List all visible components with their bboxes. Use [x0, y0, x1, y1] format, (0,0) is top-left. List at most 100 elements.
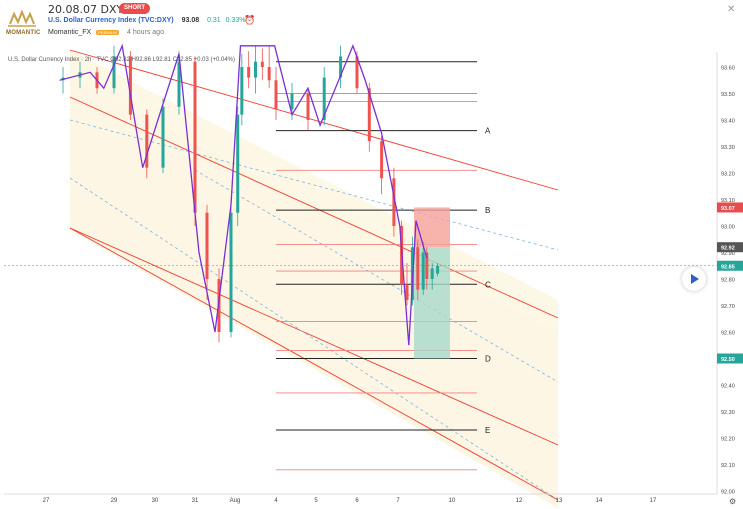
time-ago: 4 hours ago — [126, 29, 164, 36]
price-axis-tick: 92.60 — [721, 331, 735, 337]
channel-line-0 — [69, 49, 559, 191]
time-axis-tick: 29 — [111, 498, 118, 504]
candle-body — [290, 93, 294, 110]
symbol-link[interactable]: U.S. Dollar Currency Index (TVC:DXY) — [48, 17, 174, 24]
author-line: Momantic_FX PREMIUM 4 hours ago — [48, 29, 164, 36]
fib-level-label: A — [485, 127, 491, 136]
time-axis-tick: 13 — [556, 498, 563, 504]
candle-body — [367, 88, 371, 142]
candle-body — [430, 268, 434, 279]
channel-line-lower — [69, 227, 559, 501]
candle-body — [205, 212, 209, 279]
time-axis-tick: 5 — [314, 498, 318, 504]
time-axis-tick: Aug — [230, 498, 241, 504]
price-axis-tick: 92.40 — [721, 384, 735, 390]
symbol-price: 93.08 — [181, 17, 200, 24]
candle-body — [254, 61, 257, 78]
candle-body — [355, 56, 359, 89]
price-label-box — [717, 242, 743, 253]
price-label: 92.85 — [721, 264, 735, 270]
price-label-box — [717, 353, 743, 364]
candle-body — [217, 279, 221, 332]
momantic-logo: MOMANTIC — [4, 8, 40, 40]
price-label: 92.92 — [721, 246, 735, 252]
time-axis-tick: 17 — [650, 498, 657, 504]
channel-midline-1 — [194, 169, 559, 383]
price-axis-tick: 93.60 — [721, 66, 735, 72]
candle-body — [145, 114, 149, 168]
alarm-clock-icon[interactable]: ⏰ — [244, 15, 256, 25]
time-axis-tick: 6 — [355, 498, 359, 504]
candle-body — [436, 265, 440, 274]
price-label: 92.50 — [721, 357, 735, 363]
symbol-change: 0.31 — [207, 17, 221, 24]
candle-body — [274, 80, 278, 110]
price-axis-tick: 93.00 — [721, 225, 735, 231]
price-axis-tick: 93.20 — [721, 172, 735, 178]
candle-body — [392, 178, 396, 226]
fib-channel-fill-upper — [70, 50, 558, 508]
candle-body — [306, 93, 310, 120]
play-button[interactable] — [682, 267, 706, 291]
time-axis-tick: 30 — [152, 498, 159, 504]
time-axis-tick: 4 — [274, 498, 278, 504]
price-axis-tick: 93.50 — [721, 92, 735, 98]
idea-title: 20.08.07 DXY — [48, 3, 124, 16]
channel-line-2 — [69, 227, 559, 446]
price-label-box — [717, 260, 743, 271]
candle-body — [236, 114, 240, 213]
candle-body — [229, 212, 233, 332]
premium-badge: PREMIUM — [96, 29, 120, 35]
short-badge: SHORT — [119, 3, 150, 14]
author-name[interactable]: Momantic_FX — [48, 29, 92, 36]
price-axis-tick: 92.90 — [721, 251, 735, 257]
candle-body — [193, 61, 197, 213]
price-axis-tick: 93.30 — [721, 145, 735, 151]
candle-body — [339, 56, 343, 78]
fib-level-label: D — [485, 355, 491, 364]
candle-body — [421, 252, 425, 290]
close-icon[interactable]: ✕ — [727, 4, 736, 15]
fib-level-label: E — [485, 426, 490, 435]
time-axis-tick: 10 — [449, 498, 456, 504]
symbol-line: U.S. Dollar Currency Index (TVC:DXY) 93.… — [48, 17, 246, 24]
candle-body — [405, 284, 409, 301]
time-axis-tick: 12 — [516, 498, 523, 504]
price-axis-tick: 92.10 — [721, 463, 735, 469]
stop-loss-zone — [414, 207, 450, 248]
price-label: 93.07 — [721, 206, 735, 212]
price-axis-tick: 92.80 — [721, 278, 735, 284]
price-axis-tick: 93.10 — [721, 198, 735, 204]
candle-body — [112, 56, 116, 89]
candle-body — [380, 141, 384, 179]
price-chart[interactable]: A B C D E 93.60 93.50 93.40 93.30 93.20 93.10 93.00… — [0, 44, 743, 509]
price-axis-tick: 92.30 — [721, 410, 735, 416]
chart-legend: U.S. Dollar Currency Index · 2h · TVC O9… — [8, 57, 236, 63]
time-axis-tick: 31 — [192, 498, 199, 504]
logo-text: MOMANTIC — [6, 30, 41, 36]
candle-body — [322, 77, 326, 120]
channel-midline-2 — [69, 177, 559, 501]
zigzag-line — [59, 44, 428, 346]
candle-body — [260, 61, 264, 67]
time-axis-tick: 27 — [43, 498, 50, 504]
candle-body — [240, 67, 244, 115]
price-axis-tick: 92.00 — [721, 490, 735, 496]
channel-line-1 — [69, 96, 559, 319]
symbol-change-pct: 0.33% — [225, 17, 246, 24]
fib-level-label: C — [485, 280, 491, 289]
candle-body — [161, 106, 165, 168]
idea-header: MOMANTIC 20.08.07 DXY SHORT U.S. Dollar … — [0, 0, 743, 44]
price-axis-tick: 93.40 — [721, 119, 735, 125]
price-axis-tick: 92.20 — [721, 437, 735, 443]
candle-body — [416, 247, 420, 290]
settings-gear-icon: ⚙ — [729, 497, 736, 506]
candle-body — [425, 252, 429, 279]
fib-level-label: B — [485, 206, 490, 215]
time-axis-tick: 7 — [396, 498, 400, 504]
candle-body — [128, 56, 132, 115]
price-axis-tick: 92.70 — [721, 304, 735, 310]
candle-body — [247, 67, 251, 78]
price-label-box — [717, 202, 743, 213]
candle-body — [177, 61, 181, 107]
